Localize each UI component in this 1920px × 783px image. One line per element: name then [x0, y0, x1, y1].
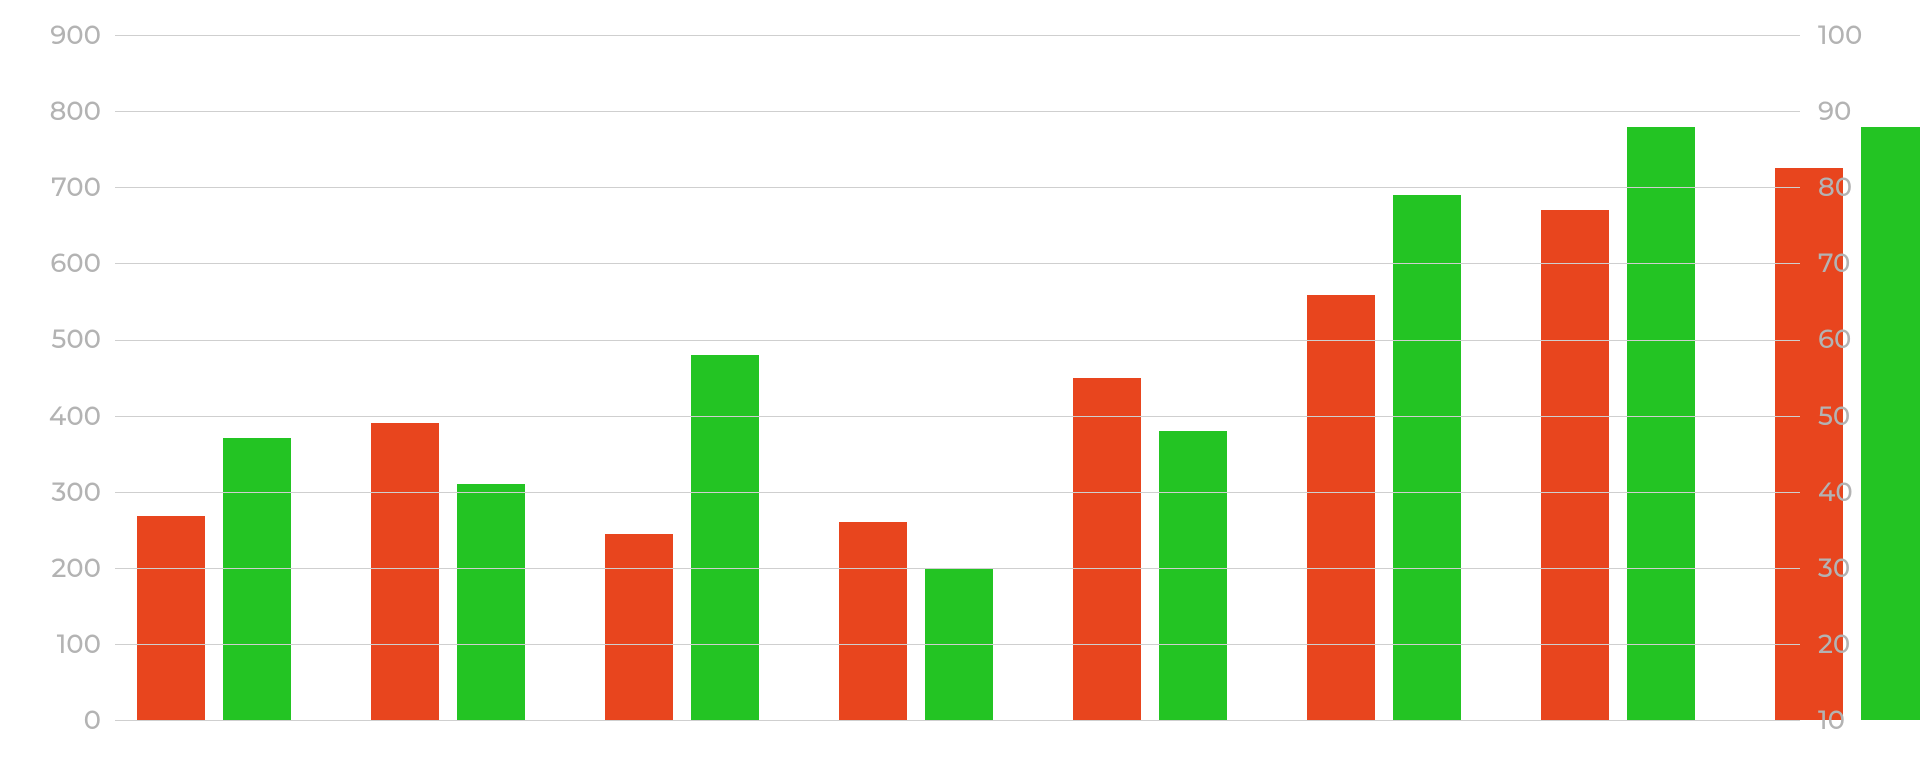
y-axis-right-label: 20 — [1818, 628, 1850, 660]
series-a-bar — [371, 423, 439, 720]
y-axis-left-label: 300 — [51, 476, 101, 508]
grid-line — [115, 340, 1800, 341]
grid-line — [115, 492, 1800, 493]
series-b-bar — [223, 438, 291, 720]
y-axis-right-label: 30 — [1818, 552, 1850, 584]
y-axis-left-label: 200 — [51, 552, 101, 584]
grid-line — [115, 416, 1800, 417]
series-a-bar — [839, 522, 907, 720]
series-b-bar — [1627, 127, 1695, 720]
y-axis-left-label: 500 — [51, 323, 101, 355]
series-a-bar — [1307, 295, 1375, 720]
series-a-bar — [1073, 378, 1141, 720]
y-axis-left-label: 600 — [50, 247, 101, 279]
y-axis-right-label: 60 — [1818, 323, 1851, 355]
y-axis-left-label: 700 — [51, 171, 101, 203]
series-b-bar — [1393, 195, 1461, 720]
grid-line — [115, 111, 1800, 112]
grid-line — [115, 644, 1800, 645]
y-axis-left-label: 0 — [84, 704, 101, 736]
grid-line — [115, 187, 1800, 188]
grid-line — [115, 263, 1800, 264]
baseline — [115, 720, 1800, 721]
plot-area — [115, 20, 1800, 720]
y-axis-right-label: 90 — [1818, 95, 1851, 127]
bars-layer — [115, 20, 1800, 720]
y-axis-left-label: 900 — [50, 19, 101, 51]
series-b-bar — [457, 484, 525, 720]
grid-line — [115, 568, 1800, 569]
series-a-bar — [137, 516, 205, 720]
y-axis-left-label: 100 — [57, 628, 101, 660]
y-axis-right-label: 70 — [1818, 247, 1850, 279]
y-axis-right-label: 50 — [1818, 400, 1850, 432]
dual-axis-bar-chart: 0 100 200 300 400 500 600 700 800 900 10 20 30 40 50 60… — [0, 0, 1920, 783]
series-b-bar — [1861, 127, 1920, 720]
y-axis-right-label: 40 — [1818, 476, 1853, 508]
series-b-bar — [691, 355, 759, 720]
y-axis-right-label: 80 — [1818, 171, 1852, 203]
y-axis-right-label: 100 — [1818, 19, 1862, 51]
grid-line — [115, 35, 1800, 36]
series-a-bar — [605, 534, 673, 720]
y-axis-left-label: 800 — [50, 95, 101, 127]
series-b-bar — [1159, 431, 1227, 720]
y-axis-right-label: 10 — [1818, 704, 1845, 736]
y-axis-left-label: 400 — [49, 400, 101, 432]
